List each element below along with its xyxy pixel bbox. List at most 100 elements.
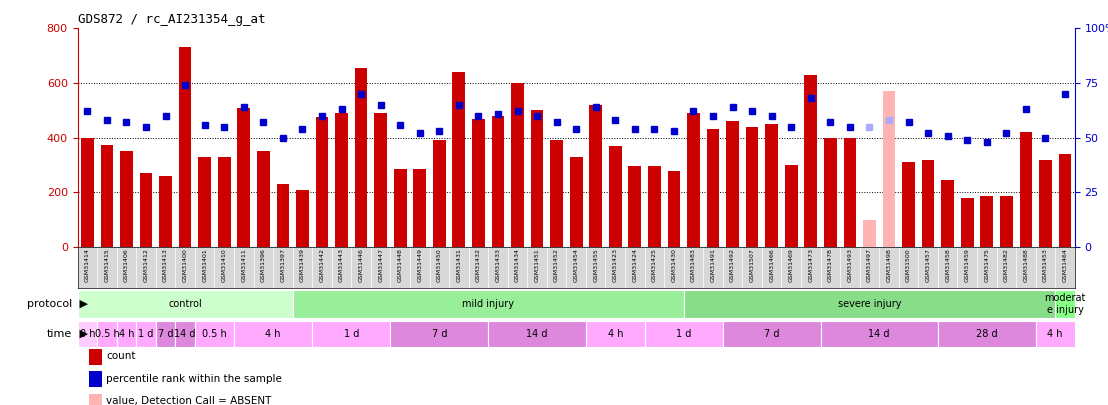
Bar: [1019, 132, 1033, 247]
Bar: [218, 157, 230, 247]
Bar: [277, 184, 289, 247]
Text: GSM31396: GSM31396: [260, 248, 266, 282]
Text: GSM31498: GSM31498: [886, 248, 892, 282]
Bar: [784, 165, 798, 247]
Text: GSM31492: GSM31492: [730, 248, 735, 282]
Text: GSM31425: GSM31425: [652, 248, 657, 282]
Bar: [101, 145, 113, 247]
Text: GSM31453: GSM31453: [1043, 248, 1048, 282]
Text: 7 d: 7 d: [763, 329, 779, 339]
Text: 4 h: 4 h: [1047, 329, 1063, 339]
Bar: [511, 83, 524, 247]
Bar: [804, 75, 818, 247]
Bar: [136, 322, 156, 347]
Text: GSM31488: GSM31488: [1024, 248, 1028, 282]
Bar: [316, 117, 328, 247]
Text: GSM31401: GSM31401: [202, 248, 207, 282]
Bar: [746, 127, 759, 247]
Bar: [257, 151, 269, 247]
Bar: [120, 151, 133, 247]
Bar: [492, 116, 504, 247]
Bar: [160, 176, 172, 247]
Text: protocol: protocol: [27, 299, 72, 309]
Bar: [1058, 154, 1071, 247]
Bar: [902, 162, 915, 247]
Text: GSM31412: GSM31412: [144, 248, 148, 282]
Text: 14 d: 14 d: [526, 329, 547, 339]
Text: 7 d: 7 d: [157, 329, 173, 339]
Text: GSM31473: GSM31473: [809, 248, 813, 282]
Bar: [821, 322, 937, 347]
Text: 1 d: 1 d: [343, 329, 359, 339]
Text: 1 d: 1 d: [676, 329, 691, 339]
Bar: [961, 198, 974, 247]
Bar: [648, 166, 660, 247]
Bar: [843, 138, 856, 247]
Bar: [78, 322, 98, 347]
Bar: [237, 108, 250, 247]
Bar: [156, 322, 175, 347]
Bar: [586, 322, 645, 347]
Text: GSM31493: GSM31493: [848, 248, 852, 282]
Text: mild injury: mild injury: [462, 299, 514, 309]
Text: GSM31466: GSM31466: [769, 248, 774, 282]
Bar: [140, 173, 153, 247]
Bar: [390, 322, 489, 347]
Bar: [981, 196, 993, 247]
Bar: [883, 91, 895, 247]
Text: GSM31446: GSM31446: [359, 248, 363, 282]
Bar: [589, 105, 602, 247]
Text: GSM31413: GSM31413: [163, 248, 168, 282]
Text: percentile rank within the sample: percentile rank within the sample: [106, 374, 283, 384]
Text: GSM31439: GSM31439: [300, 248, 305, 282]
Text: GSM31448: GSM31448: [398, 248, 402, 282]
Bar: [609, 146, 622, 247]
Text: 4 h: 4 h: [119, 329, 134, 339]
Text: GSM31483: GSM31483: [691, 248, 696, 282]
Text: GSM31497: GSM31497: [866, 248, 872, 282]
Bar: [175, 322, 195, 347]
Text: GSM31397: GSM31397: [280, 248, 286, 282]
Bar: [531, 110, 543, 247]
Text: GSM31433: GSM31433: [495, 248, 501, 282]
Text: GSM31464: GSM31464: [1063, 248, 1067, 282]
Text: severe injury: severe injury: [838, 299, 901, 309]
Bar: [198, 157, 211, 247]
Bar: [1039, 160, 1051, 247]
Bar: [937, 322, 1036, 347]
Bar: [722, 322, 821, 347]
Bar: [312, 322, 390, 347]
Text: 7 d: 7 d: [431, 329, 447, 339]
Text: 14 d: 14 d: [174, 329, 196, 339]
Text: ▶: ▶: [76, 329, 89, 339]
Text: time: time: [47, 329, 72, 339]
Bar: [472, 119, 485, 247]
Bar: [766, 124, 778, 247]
Text: GSM31424: GSM31424: [633, 248, 637, 282]
Text: ▶: ▶: [76, 299, 89, 309]
Bar: [78, 290, 293, 318]
Text: GSM31450: GSM31450: [437, 248, 442, 282]
Bar: [393, 169, 407, 247]
Bar: [628, 166, 642, 247]
Bar: [922, 160, 934, 247]
Bar: [1036, 322, 1075, 347]
Text: GSM31475: GSM31475: [984, 248, 989, 282]
Text: GSM31447: GSM31447: [378, 248, 383, 282]
Bar: [726, 121, 739, 247]
Bar: [178, 47, 192, 247]
Text: GSM31449: GSM31449: [418, 248, 422, 282]
Bar: [684, 290, 1055, 318]
Text: GSM31423: GSM31423: [613, 248, 618, 282]
Text: GSM31451: GSM31451: [534, 248, 540, 282]
Text: 4 h: 4 h: [607, 329, 623, 339]
Bar: [98, 322, 116, 347]
Text: GSM31442: GSM31442: [319, 248, 325, 282]
Text: control: control: [168, 299, 202, 309]
Text: 0.5 h: 0.5 h: [94, 329, 120, 339]
Bar: [81, 138, 94, 247]
Text: GSM31411: GSM31411: [242, 248, 246, 282]
Text: GSM31430: GSM31430: [671, 248, 676, 282]
Text: GSM31482: GSM31482: [1004, 248, 1008, 282]
Text: GSM31406: GSM31406: [124, 248, 129, 282]
